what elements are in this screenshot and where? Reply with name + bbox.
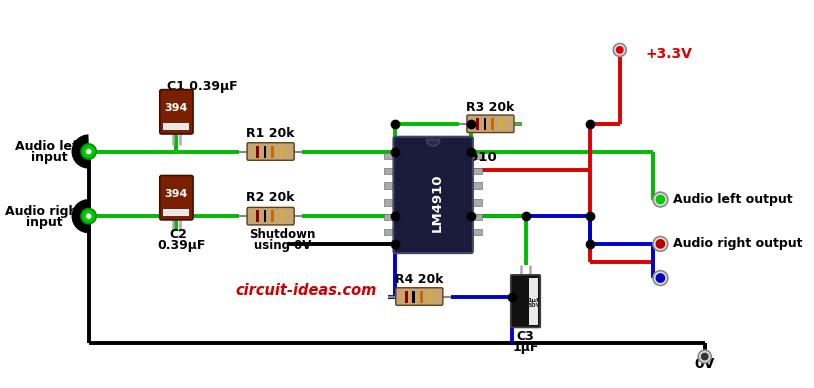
Circle shape	[613, 43, 626, 56]
Text: -: -	[532, 272, 537, 284]
Text: 1μF
50V: 1μF 50V	[527, 298, 540, 308]
Bar	[500, 118, 503, 130]
Circle shape	[656, 240, 664, 248]
Circle shape	[702, 353, 708, 360]
Text: Audio right: Audio right	[5, 205, 84, 218]
Bar	[491, 118, 493, 130]
Text: LM4910: LM4910	[431, 173, 444, 232]
Bar	[470, 199, 482, 206]
FancyBboxPatch shape	[160, 90, 193, 134]
Text: +3.3V: +3.3V	[646, 47, 693, 61]
Wedge shape	[427, 140, 440, 146]
Bar	[384, 199, 396, 206]
Text: C3: C3	[517, 330, 535, 343]
Text: 394: 394	[164, 189, 188, 199]
FancyBboxPatch shape	[396, 288, 443, 305]
Bar	[280, 146, 283, 158]
Text: IC1 LM4910: IC1 LM4910	[410, 151, 497, 165]
Bar	[429, 291, 431, 303]
Circle shape	[656, 274, 664, 282]
Bar	[164, 123, 190, 130]
Bar	[271, 210, 274, 222]
Bar	[420, 291, 422, 303]
Text: R2 20k: R2 20k	[247, 191, 295, 204]
Bar	[484, 118, 486, 130]
Bar	[470, 168, 482, 174]
FancyBboxPatch shape	[247, 208, 294, 225]
Text: Audio right output: Audio right output	[673, 237, 803, 250]
FancyBboxPatch shape	[160, 175, 193, 220]
Bar	[264, 146, 266, 158]
Text: +: +	[509, 272, 520, 284]
Bar	[470, 153, 482, 159]
Text: 1μF: 1μF	[512, 341, 539, 354]
Bar	[529, 277, 537, 325]
Text: R4 20k: R4 20k	[395, 274, 444, 286]
Circle shape	[656, 196, 664, 204]
Bar	[470, 229, 482, 235]
Text: circuit-ideas.com: circuit-ideas.com	[235, 282, 376, 298]
Text: 0.39μF: 0.39μF	[158, 239, 206, 252]
Bar	[413, 291, 415, 303]
Bar	[384, 229, 396, 235]
Text: using 0V: using 0V	[254, 239, 311, 252]
Text: R3 20k: R3 20k	[466, 100, 514, 114]
FancyBboxPatch shape	[393, 137, 473, 253]
Bar	[470, 214, 482, 220]
Text: Shutdown: Shutdown	[249, 228, 316, 241]
Circle shape	[616, 47, 623, 53]
Bar	[470, 182, 482, 189]
Circle shape	[653, 192, 667, 207]
Text: Audio left output: Audio left output	[673, 193, 793, 206]
Bar	[384, 182, 396, 189]
Bar	[476, 118, 479, 130]
Text: Audio left: Audio left	[15, 140, 83, 153]
Text: 394: 394	[164, 103, 188, 113]
Bar	[280, 210, 283, 222]
Text: input: input	[31, 151, 68, 165]
Text: R1 20k: R1 20k	[247, 126, 295, 140]
FancyBboxPatch shape	[247, 143, 294, 160]
Circle shape	[81, 144, 96, 159]
Circle shape	[698, 350, 711, 363]
FancyBboxPatch shape	[467, 115, 514, 133]
Circle shape	[653, 271, 667, 286]
Text: C1 0.39μF: C1 0.39μF	[167, 80, 238, 94]
Bar	[271, 146, 274, 158]
FancyBboxPatch shape	[510, 275, 540, 327]
Text: input: input	[26, 216, 63, 229]
Text: C2: C2	[169, 228, 187, 241]
Bar	[384, 168, 396, 174]
Bar	[264, 210, 266, 222]
Circle shape	[81, 209, 96, 223]
Circle shape	[85, 213, 91, 219]
Circle shape	[85, 149, 91, 154]
Bar	[384, 153, 396, 159]
Text: 0V: 0V	[694, 357, 715, 371]
Bar	[384, 214, 396, 220]
Bar	[164, 209, 190, 216]
Bar	[256, 146, 259, 158]
Bar	[405, 291, 408, 303]
Circle shape	[653, 237, 667, 251]
Bar	[256, 210, 259, 222]
